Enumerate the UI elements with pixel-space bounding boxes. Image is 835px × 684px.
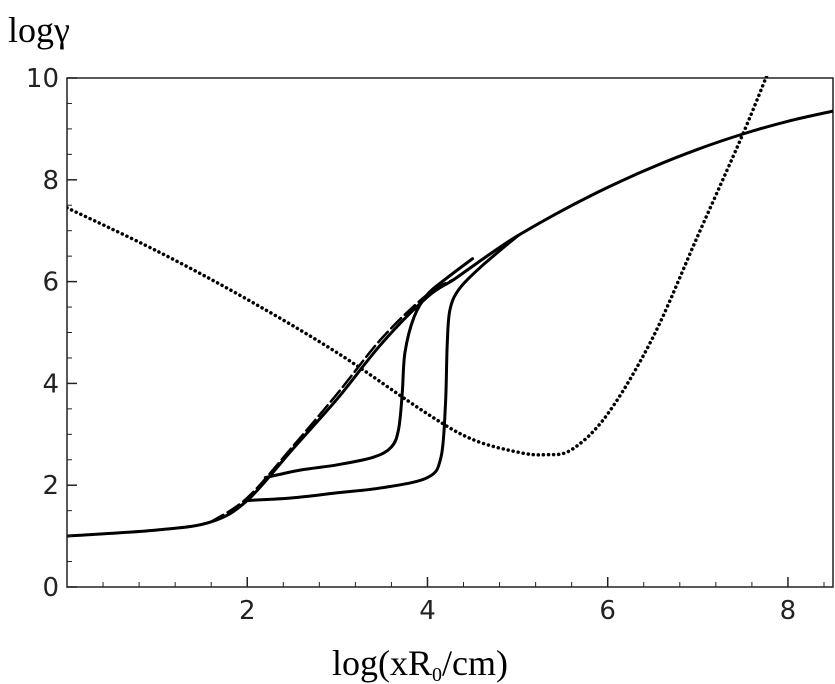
x-tick-label: 6 [599,596,616,626]
x-tick-label: 4 [419,596,436,626]
x-axis-title-subscript: 0 [432,664,442,684]
plot-frame [66,77,834,588]
x-axis-title-prefix: log(xR [332,643,432,683]
y-tick-label: 10 [26,64,59,94]
y-tick-label: 4 [42,369,59,399]
series-line-5-dotted [67,76,769,457]
x-axis-title-suffix: /cm) [442,643,508,683]
series-line-1-solid [67,109,833,538]
y-tick-label: 2 [42,471,59,501]
y-axis-title: logγ [8,10,70,50]
series-line-4-solid [245,234,520,502]
y-tick-label: 6 [42,268,59,298]
x-tick-label: 8 [780,596,797,626]
series-line-2-dashed [209,277,456,524]
plot-area [66,77,834,588]
series-layer [67,76,833,538]
y-tick-label: 0 [42,573,59,603]
x-tick-label: 2 [239,596,256,626]
y-tick-label: 8 [42,166,59,196]
series-line-3-solid [263,257,474,480]
y-axis: 0 2 4 6 8 10 [26,64,77,603]
x-axis-title: log(xR0/cm) [332,643,508,684]
x-axis: 2 4 6 8 [102,577,825,626]
